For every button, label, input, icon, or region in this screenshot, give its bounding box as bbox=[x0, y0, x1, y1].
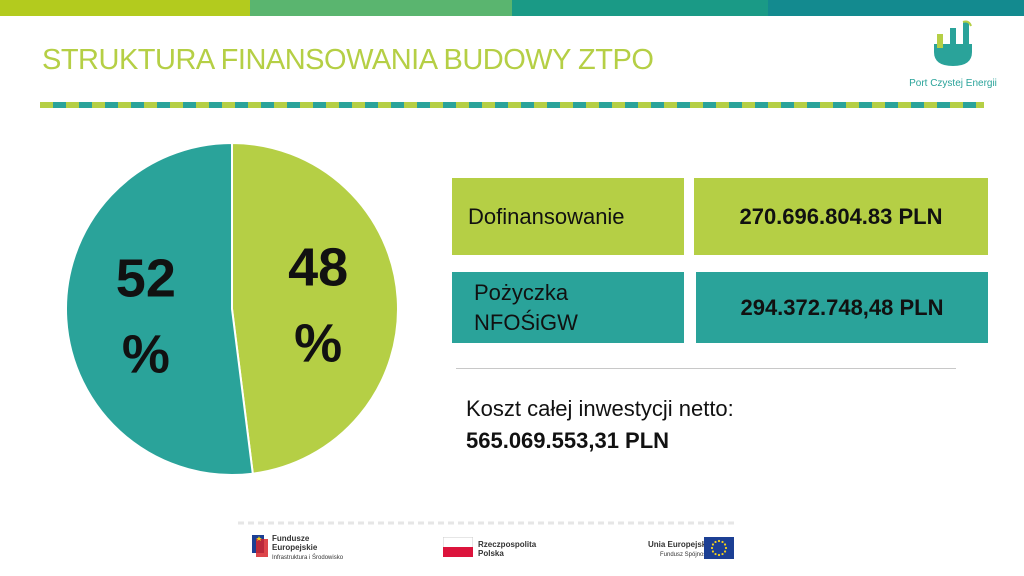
fe-line1: Fundusze bbox=[272, 534, 310, 543]
fundusze-europejskie-icon bbox=[250, 533, 268, 559]
ue-line2: Fundusz Spójności bbox=[659, 552, 711, 558]
port-energy-logo: Port Czystej Energii bbox=[906, 18, 1000, 94]
pie-slice-label-2: 52% bbox=[116, 248, 176, 384]
funding-label-1: Dofinansowanie bbox=[468, 203, 625, 229]
funding-amount-2: 294.372.748,48 PLN bbox=[740, 294, 944, 320]
funding-amount-1: 270.696.804.83 PLN bbox=[739, 203, 943, 229]
total-cost-label: Koszt całej inwestycji netto: bbox=[466, 396, 734, 421]
pie-slice-2 bbox=[65, 141, 254, 476]
title-underline-stripe bbox=[40, 102, 984, 108]
footer-logos: Fundusze Europejskie Infrastruktura i Śr… bbox=[238, 521, 738, 571]
slide-title: STRUKTURA FINANSOWANIA BUDOWY ZTPO bbox=[42, 44, 654, 76]
pie-slice-label-1: 48% bbox=[288, 238, 348, 374]
ue-line1: Unia Europejska bbox=[648, 540, 711, 549]
port-energy-logo-icon bbox=[934, 20, 972, 66]
divider-line bbox=[456, 368, 956, 369]
topbar-segment-2 bbox=[250, 0, 512, 16]
funding-label-box-1: Dofinansowanie bbox=[452, 178, 684, 255]
footer-fe-text: Fundusze Europejskie Infrastruktura i Śr… bbox=[272, 534, 343, 563]
funding-amount-box-2: 294.372.748,48 PLN bbox=[696, 272, 988, 343]
logo-text: Port Czystej Energii bbox=[909, 78, 997, 89]
topbar-segment-4 bbox=[768, 0, 1024, 16]
top-color-bar bbox=[0, 0, 1024, 16]
footer-dots-line bbox=[238, 521, 738, 525]
polish-flag-icon bbox=[443, 537, 473, 557]
financing-pie-chart: 48 % 52% bbox=[65, 141, 399, 476]
topbar-segment-1 bbox=[0, 0, 250, 16]
footer-ue-text: Unia Europejska Fundusz Spójności bbox=[648, 540, 711, 560]
rp-line1: Rzeczpospolita bbox=[478, 540, 537, 549]
funding-label-box-2: Pożyczka NFOŚiGW bbox=[452, 272, 684, 343]
fe-line3: Infrastruktura i Środowisko bbox=[272, 555, 344, 561]
funding-label-2: Pożyczka NFOŚiGW bbox=[474, 279, 578, 335]
pie-slice-1 bbox=[231, 141, 399, 475]
funding-amount-box-1: 270.696.804.83 PLN bbox=[694, 178, 988, 255]
fe-line2: Europejskie bbox=[272, 543, 318, 552]
rp-line2: Polska bbox=[478, 549, 504, 558]
topbar-segment-3 bbox=[512, 0, 768, 16]
eu-flag-icon bbox=[704, 537, 734, 559]
total-cost-value: 565.069.553,31 PLN bbox=[466, 428, 670, 453]
footer-rp-text: Rzeczpospolita Polska bbox=[478, 540, 536, 558]
